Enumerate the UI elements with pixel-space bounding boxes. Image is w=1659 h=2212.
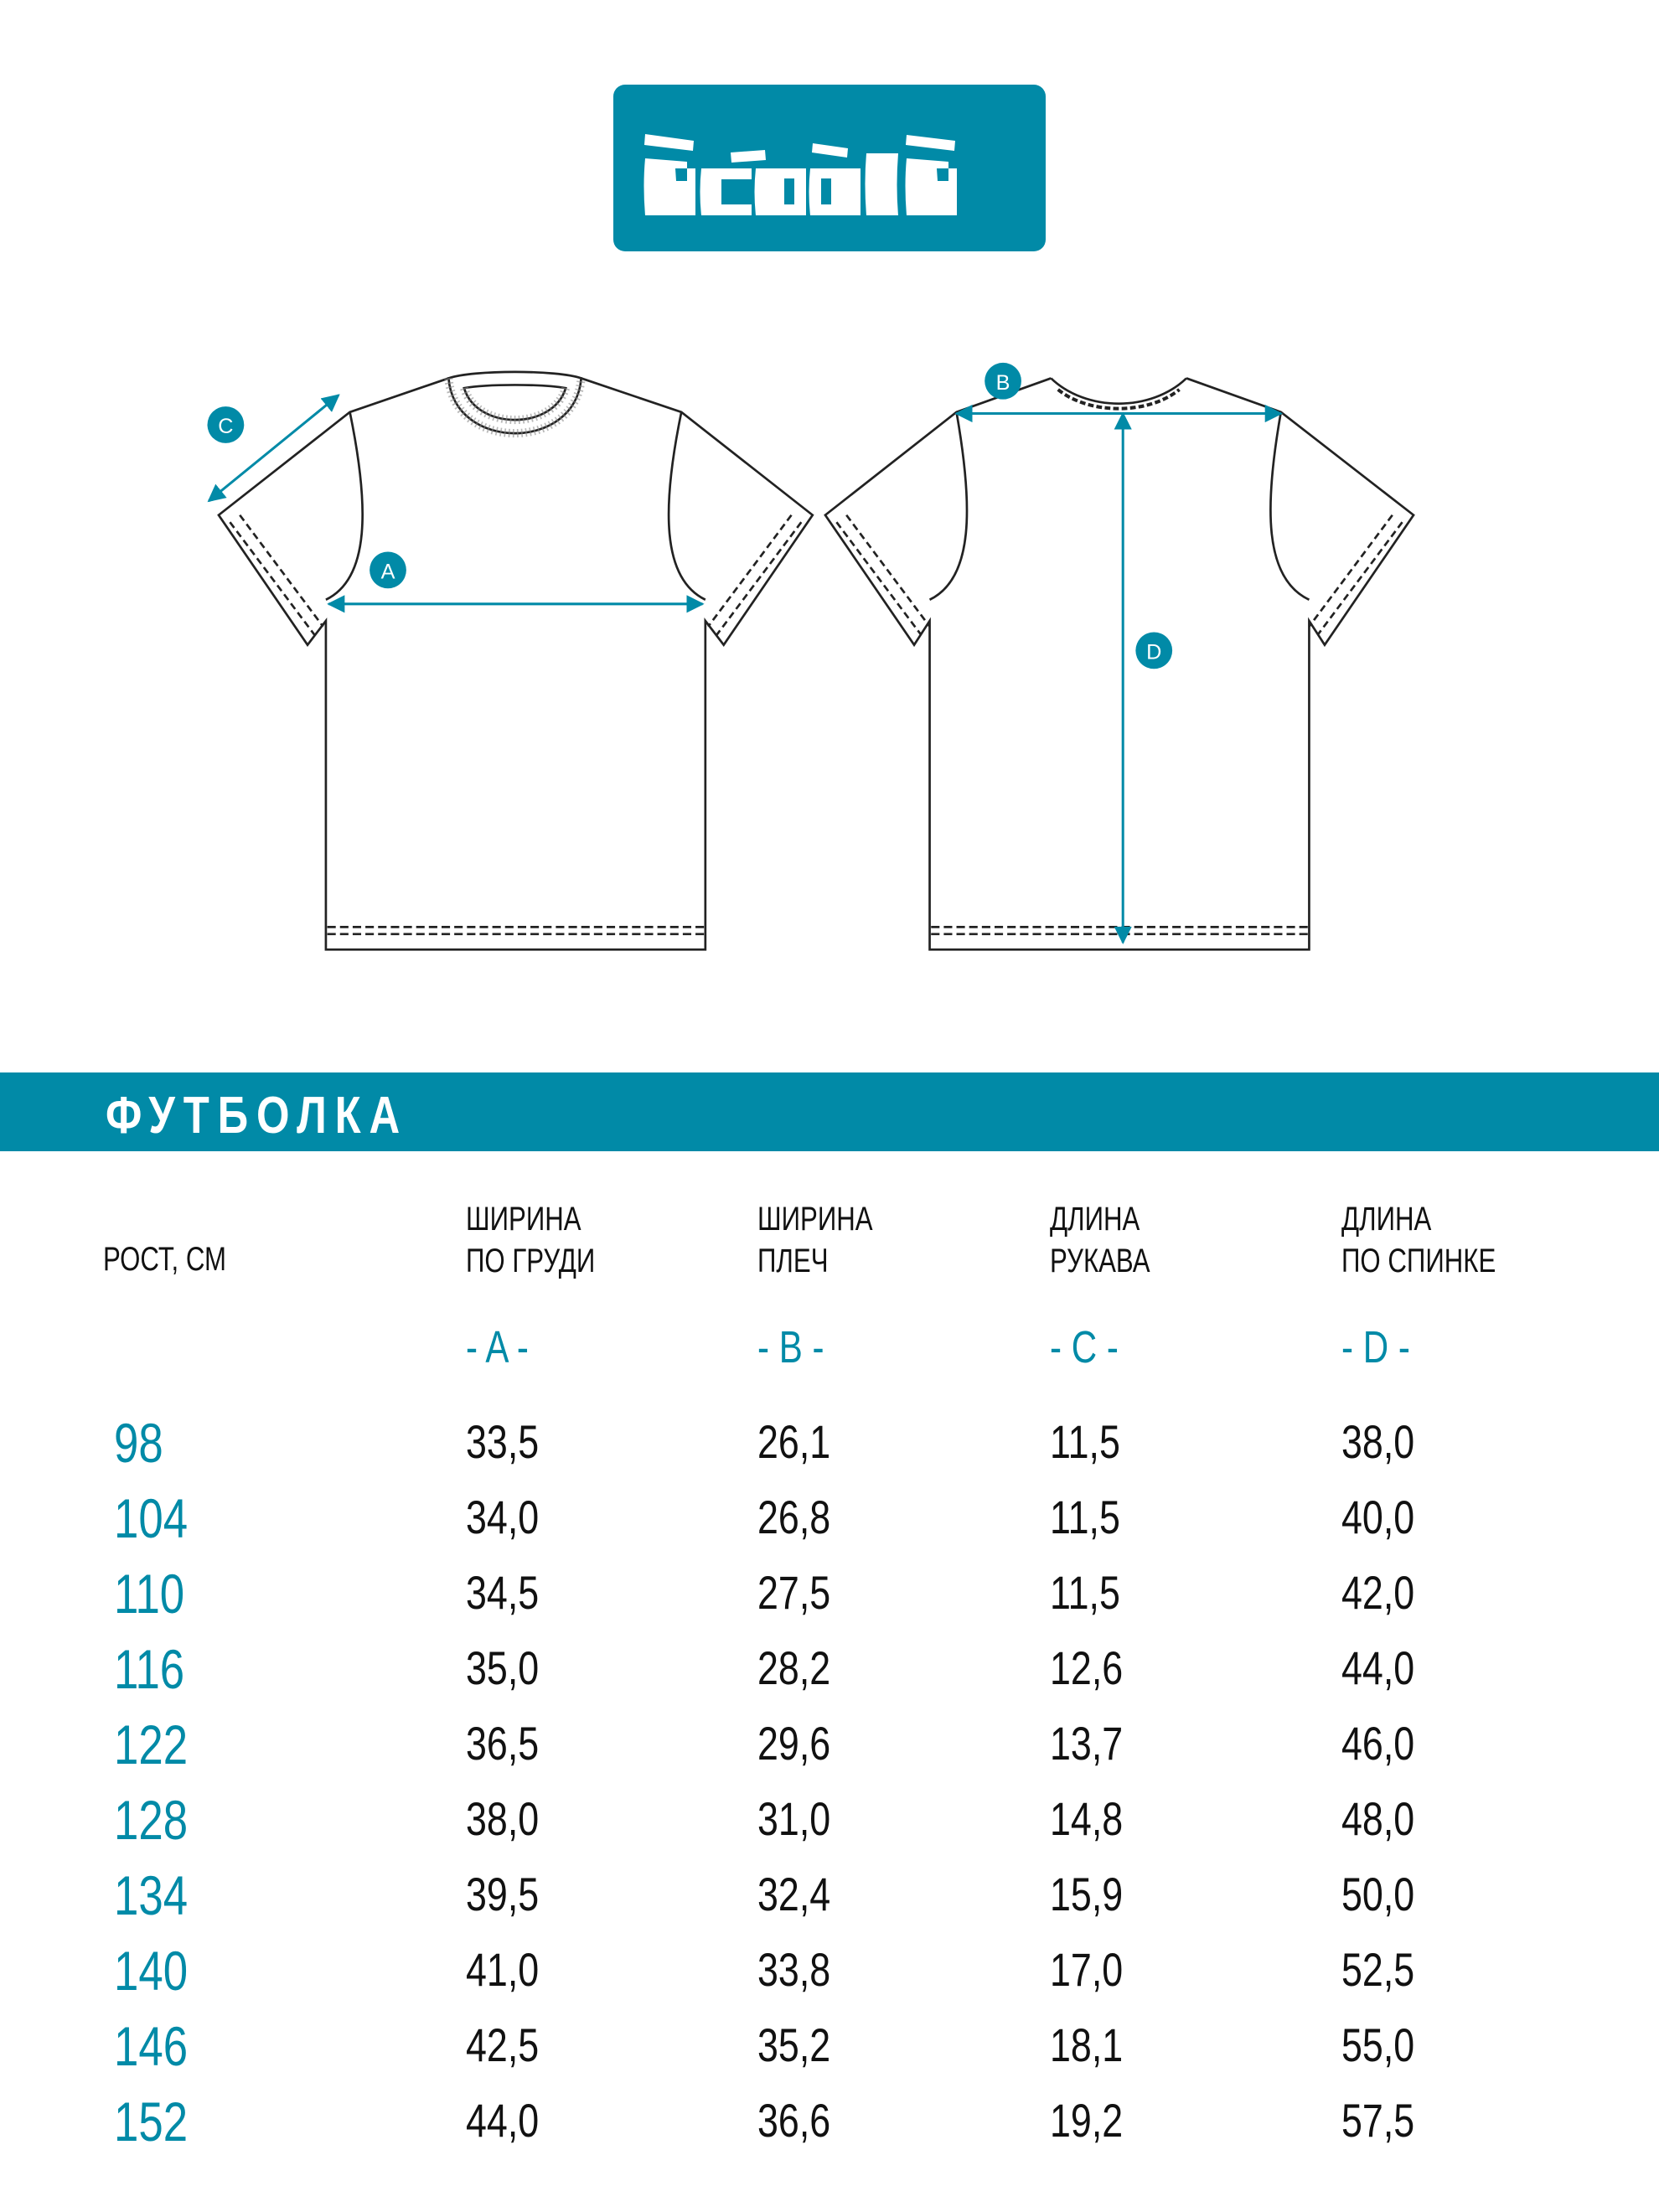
measurement-value: 33,5 bbox=[466, 1415, 540, 1468]
measurement-value: 17,0 bbox=[1050, 1943, 1124, 1996]
column-header-line1: ДЛИНА bbox=[1050, 1201, 1140, 1238]
measurement-value: 48,0 bbox=[1341, 1792, 1415, 1845]
column-header-line1: ШИРИНА bbox=[757, 1201, 873, 1238]
size-header: РОСТ, СМ bbox=[103, 1241, 227, 1278]
measurement-value: 12,6 bbox=[1050, 1641, 1124, 1694]
size-value: 146 bbox=[114, 2015, 189, 2077]
measurement-value: 44,0 bbox=[466, 2094, 540, 2147]
measurement-value: 38,0 bbox=[1341, 1415, 1415, 1468]
column-header-line2: ПО СПИНКЕ bbox=[1341, 1243, 1496, 1279]
column-header-line2: РУКАВА bbox=[1050, 1243, 1150, 1279]
size-value: 140 bbox=[114, 1940, 189, 2002]
product-title: ФУТБОЛКА bbox=[106, 1087, 409, 1145]
measurement-value: 18,1 bbox=[1050, 2018, 1124, 2071]
label-a: A bbox=[381, 561, 395, 584]
size-value: 152 bbox=[114, 2091, 189, 2153]
measurement-value: 44,0 bbox=[1341, 1641, 1415, 1694]
tshirt-front bbox=[217, 370, 814, 951]
measurement-value: 36,5 bbox=[466, 1717, 540, 1770]
column-code: - C - bbox=[1050, 1322, 1119, 1372]
column-code: - B - bbox=[757, 1322, 824, 1372]
label-d: D bbox=[1146, 640, 1161, 664]
measurement-value: 33,8 bbox=[757, 1943, 831, 1996]
measurement-value: 40,0 bbox=[1341, 1491, 1415, 1543]
measurement-value: 34,5 bbox=[466, 1566, 540, 1619]
measurement-value: 31,0 bbox=[757, 1792, 831, 1845]
measurement-value: 15,9 bbox=[1050, 1868, 1124, 1920]
measurement-value: 19,2 bbox=[1050, 2094, 1124, 2147]
measurement-value: 14,8 bbox=[1050, 1792, 1124, 1845]
acoola-logo bbox=[613, 85, 1046, 251]
measurement-value: 28,2 bbox=[757, 1641, 831, 1694]
measurement-value: 29,6 bbox=[757, 1717, 831, 1770]
measurement-value: 36,6 bbox=[757, 2094, 831, 2147]
measurement-value: 32,4 bbox=[757, 1868, 831, 1920]
measurement-value: 11,5 bbox=[1050, 1566, 1120, 1619]
measurement-value: 42,5 bbox=[466, 2018, 540, 2071]
tshirt-back bbox=[824, 377, 1415, 951]
size-value: 122 bbox=[114, 1713, 189, 1775]
measurement-value: 26,1 bbox=[757, 1415, 831, 1468]
size-value: 134 bbox=[114, 1864, 189, 1926]
column-header-line2: ПЛЕЧ bbox=[757, 1243, 829, 1279]
measurement-value: 39,5 bbox=[466, 1868, 540, 1920]
measurement-value: 46,0 bbox=[1341, 1717, 1415, 1770]
column-code: - D - bbox=[1341, 1322, 1410, 1372]
size-value: 116 bbox=[114, 1638, 185, 1700]
measurement-value: 26,8 bbox=[757, 1491, 831, 1543]
size-value: 98 bbox=[114, 1412, 163, 1474]
size-value: 128 bbox=[114, 1789, 189, 1851]
column-header-line2: ПО ГРУДИ bbox=[466, 1243, 596, 1279]
column-header-line1: ШИРИНА bbox=[466, 1201, 581, 1238]
measurement-value: 57,5 bbox=[1341, 2094, 1415, 2147]
label-c: C bbox=[218, 415, 233, 438]
measurement-value: 27,5 bbox=[757, 1566, 831, 1619]
measurement-value: 42,0 bbox=[1341, 1566, 1415, 1619]
size-value: 104 bbox=[114, 1487, 189, 1549]
measurement-value: 11,5 bbox=[1050, 1491, 1120, 1543]
arrow-c bbox=[207, 394, 340, 503]
column-code: - A - bbox=[466, 1322, 529, 1372]
measurement-value: 38,0 bbox=[466, 1792, 540, 1845]
column-header-line1: ДЛИНА bbox=[1341, 1201, 1432, 1238]
tshirt-measurement-diagram: C A B D bbox=[207, 362, 1415, 951]
size-value: 110 bbox=[114, 1563, 185, 1625]
title-band bbox=[0, 1072, 1659, 1151]
measurement-value: 35,0 bbox=[466, 1641, 540, 1694]
measurement-value: 13,7 bbox=[1050, 1717, 1124, 1770]
label-b: B bbox=[996, 371, 1010, 395]
measurement-value: 50,0 bbox=[1341, 1868, 1415, 1920]
measurement-value: 35,2 bbox=[757, 2018, 831, 2071]
measurement-value: 52,5 bbox=[1341, 1943, 1415, 1996]
measurement-value: 11,5 bbox=[1050, 1415, 1120, 1468]
measurement-value: 41,0 bbox=[466, 1943, 540, 1996]
measurement-value: 34,0 bbox=[466, 1491, 540, 1543]
measurement-value: 55,0 bbox=[1341, 2018, 1415, 2071]
